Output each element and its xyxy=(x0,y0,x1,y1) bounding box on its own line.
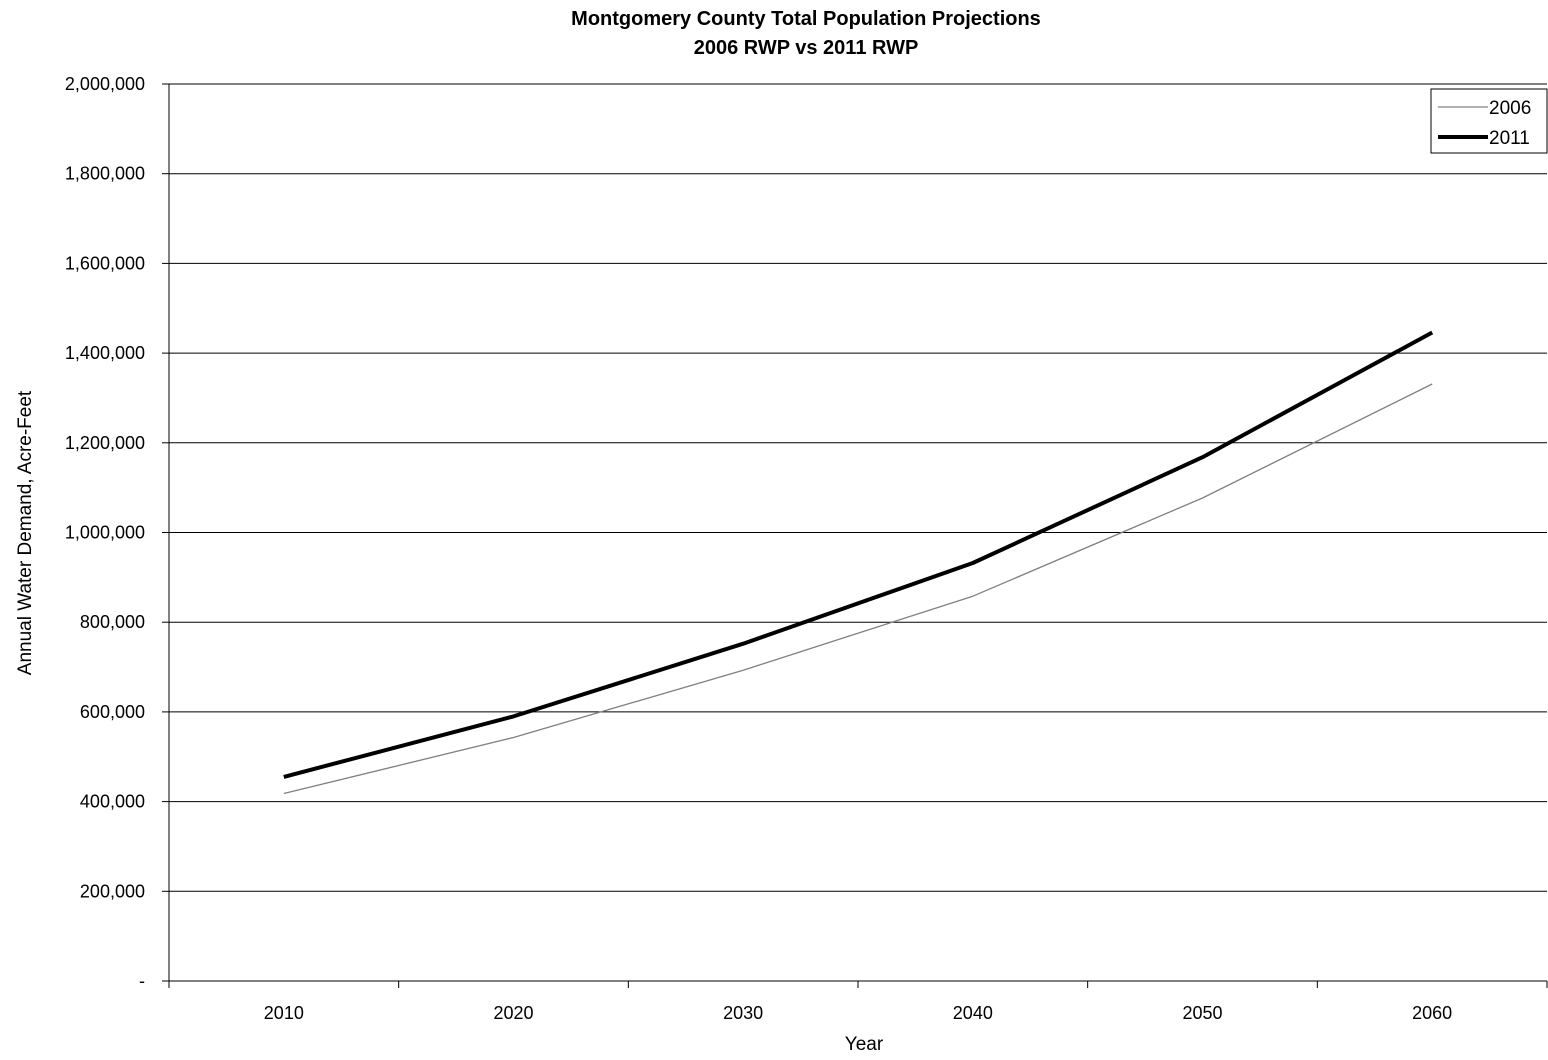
legend-label: 2011 xyxy=(1489,128,1530,149)
y-tick-label: 1,600,000 xyxy=(65,253,145,273)
y-tick-label: 1,200,000 xyxy=(65,433,145,453)
legend-box xyxy=(1430,88,1548,154)
series-lines xyxy=(283,330,1434,795)
y-tick-label: 200,000 xyxy=(80,881,145,901)
y-tick-label: - xyxy=(139,971,145,991)
gridlines xyxy=(169,83,1547,892)
chart-subtitle: 2006 RWP vs 2011 RWP xyxy=(694,37,919,59)
y-axis-label: Annual Water Demand, Acre-Feet xyxy=(15,390,36,675)
y-tick-label: 2,000,000 xyxy=(65,74,145,94)
axes xyxy=(162,83,1548,988)
x-tick-label: 2010 xyxy=(264,1003,304,1023)
series-line-2006 xyxy=(283,383,1433,795)
x-tick-label: 2030 xyxy=(723,1003,763,1023)
legend-label: 2006 xyxy=(1489,98,1531,119)
x-tick-label: 2020 xyxy=(493,1003,533,1023)
y-tick-label: 800,000 xyxy=(80,612,145,632)
chart-title: Montgomery County Total Population Proje… xyxy=(571,8,1041,30)
x-tick-label: 2050 xyxy=(1182,1003,1222,1023)
x-tick-label: 2060 xyxy=(1412,1003,1452,1023)
y-tick-label: 1,000,000 xyxy=(65,523,145,543)
legend: 2006 2011 xyxy=(1430,88,1548,154)
y-tick-label: 1,400,000 xyxy=(65,343,145,363)
series-line-2011 xyxy=(283,330,1434,779)
x-axis-label: Year xyxy=(845,1034,884,1055)
y-tick-label: 1,800,000 xyxy=(65,164,145,184)
x-tick-label: 2040 xyxy=(953,1003,993,1023)
x-tick-labels: 2010 2020 2030 2040 2050 2060 xyxy=(264,1003,1452,1023)
y-tick-label: 400,000 xyxy=(80,792,145,812)
y-tick-labels: - 200,000 400,000 600,000 800,000 1,000,000 1,… xyxy=(65,74,145,991)
y-tick-label: 600,000 xyxy=(80,702,145,722)
